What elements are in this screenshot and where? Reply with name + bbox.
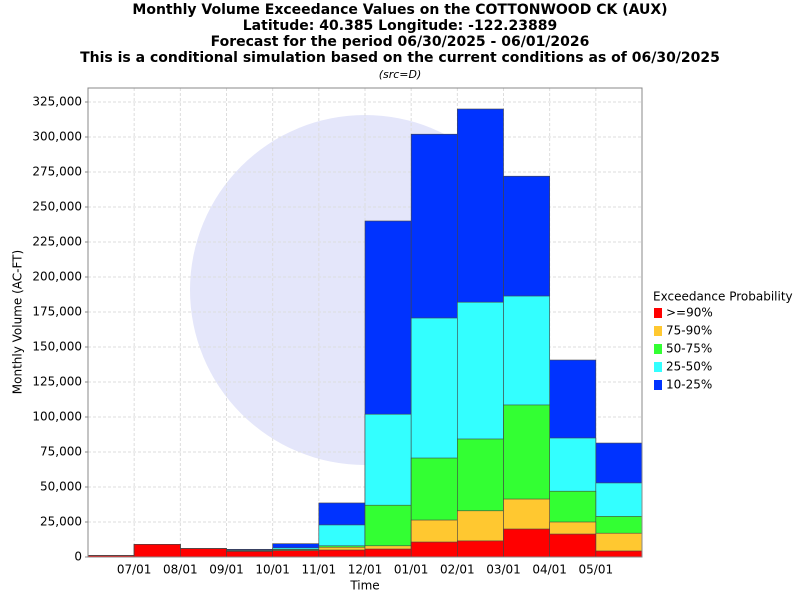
legend-label: 25-50%	[666, 360, 712, 374]
y-tick-label: 250,000	[32, 200, 82, 214]
chart-title: Monthly Volume Exceedance Values on the …	[132, 2, 667, 18]
chart-title: Forecast for the period 06/30/2025 - 06/…	[211, 34, 590, 50]
y-tick-label: 75,000	[40, 445, 82, 459]
x-tick-label: 07/01	[117, 563, 152, 577]
y-tick-label: 100,000	[32, 410, 82, 424]
bar	[595, 550, 643, 558]
y-tick-label: 50,000	[40, 480, 82, 494]
x-tick-label: 02/01	[440, 563, 475, 577]
legend-title: Exceedance Probability	[653, 290, 793, 304]
x-tick-label: 08/01	[163, 563, 198, 577]
y-tick-label: 125,000	[32, 375, 82, 389]
y-tick-label: 25,000	[40, 515, 82, 529]
bar	[364, 548, 412, 558]
x-tick-label: 12/01	[348, 563, 383, 577]
legend-label: 10-25%	[666, 378, 712, 392]
y-tick-label: 0	[74, 550, 82, 564]
bar	[318, 549, 366, 558]
x-tick-label: 05/01	[579, 563, 614, 577]
x-tick-label: 01/01	[394, 563, 429, 577]
y-tick-label: 275,000	[32, 165, 82, 179]
bar	[180, 548, 227, 558]
y-tick-label: 200,000	[32, 270, 82, 284]
legend-label: >=90%	[666, 306, 713, 320]
y-tick-label: 225,000	[32, 235, 82, 249]
y-tick-label: 300,000	[32, 130, 82, 144]
x-tick-label: 09/01	[209, 563, 244, 577]
chart-title: This is a conditional simulation based o…	[80, 50, 720, 66]
bar	[133, 544, 181, 558]
bar	[503, 528, 550, 558]
legend-swatch	[654, 380, 662, 390]
x-axis-label: Time	[349, 579, 379, 593]
y-tick-label: 150,000	[32, 340, 82, 354]
x-tick-label: 04/01	[532, 563, 567, 577]
chart-title: Latitude: 40.385 Longitude: -122.23889	[243, 18, 557, 34]
x-tick-label: 11/01	[302, 563, 337, 577]
subtitle: (src=D)	[379, 68, 422, 81]
x-tick-label: 03/01	[486, 563, 521, 577]
bar	[226, 551, 273, 558]
legend-label: 50-75%	[666, 342, 712, 356]
y-axis-label: Monthly Volume (AC-FT)	[11, 250, 25, 394]
legend-label: 75-90%	[666, 324, 712, 338]
bar	[410, 541, 458, 558]
bar	[549, 533, 597, 558]
plot-frame	[87, 87, 643, 558]
legend-swatch	[654, 308, 662, 318]
x-tick-label: 10/01	[255, 563, 290, 577]
bar	[457, 540, 504, 558]
y-tick-label: 175,000	[32, 305, 82, 319]
legend-swatch	[654, 362, 662, 372]
bar	[272, 550, 320, 558]
y-tick-label: 325,000	[32, 95, 82, 109]
legend-swatch	[654, 344, 662, 354]
legend-swatch	[654, 326, 662, 336]
